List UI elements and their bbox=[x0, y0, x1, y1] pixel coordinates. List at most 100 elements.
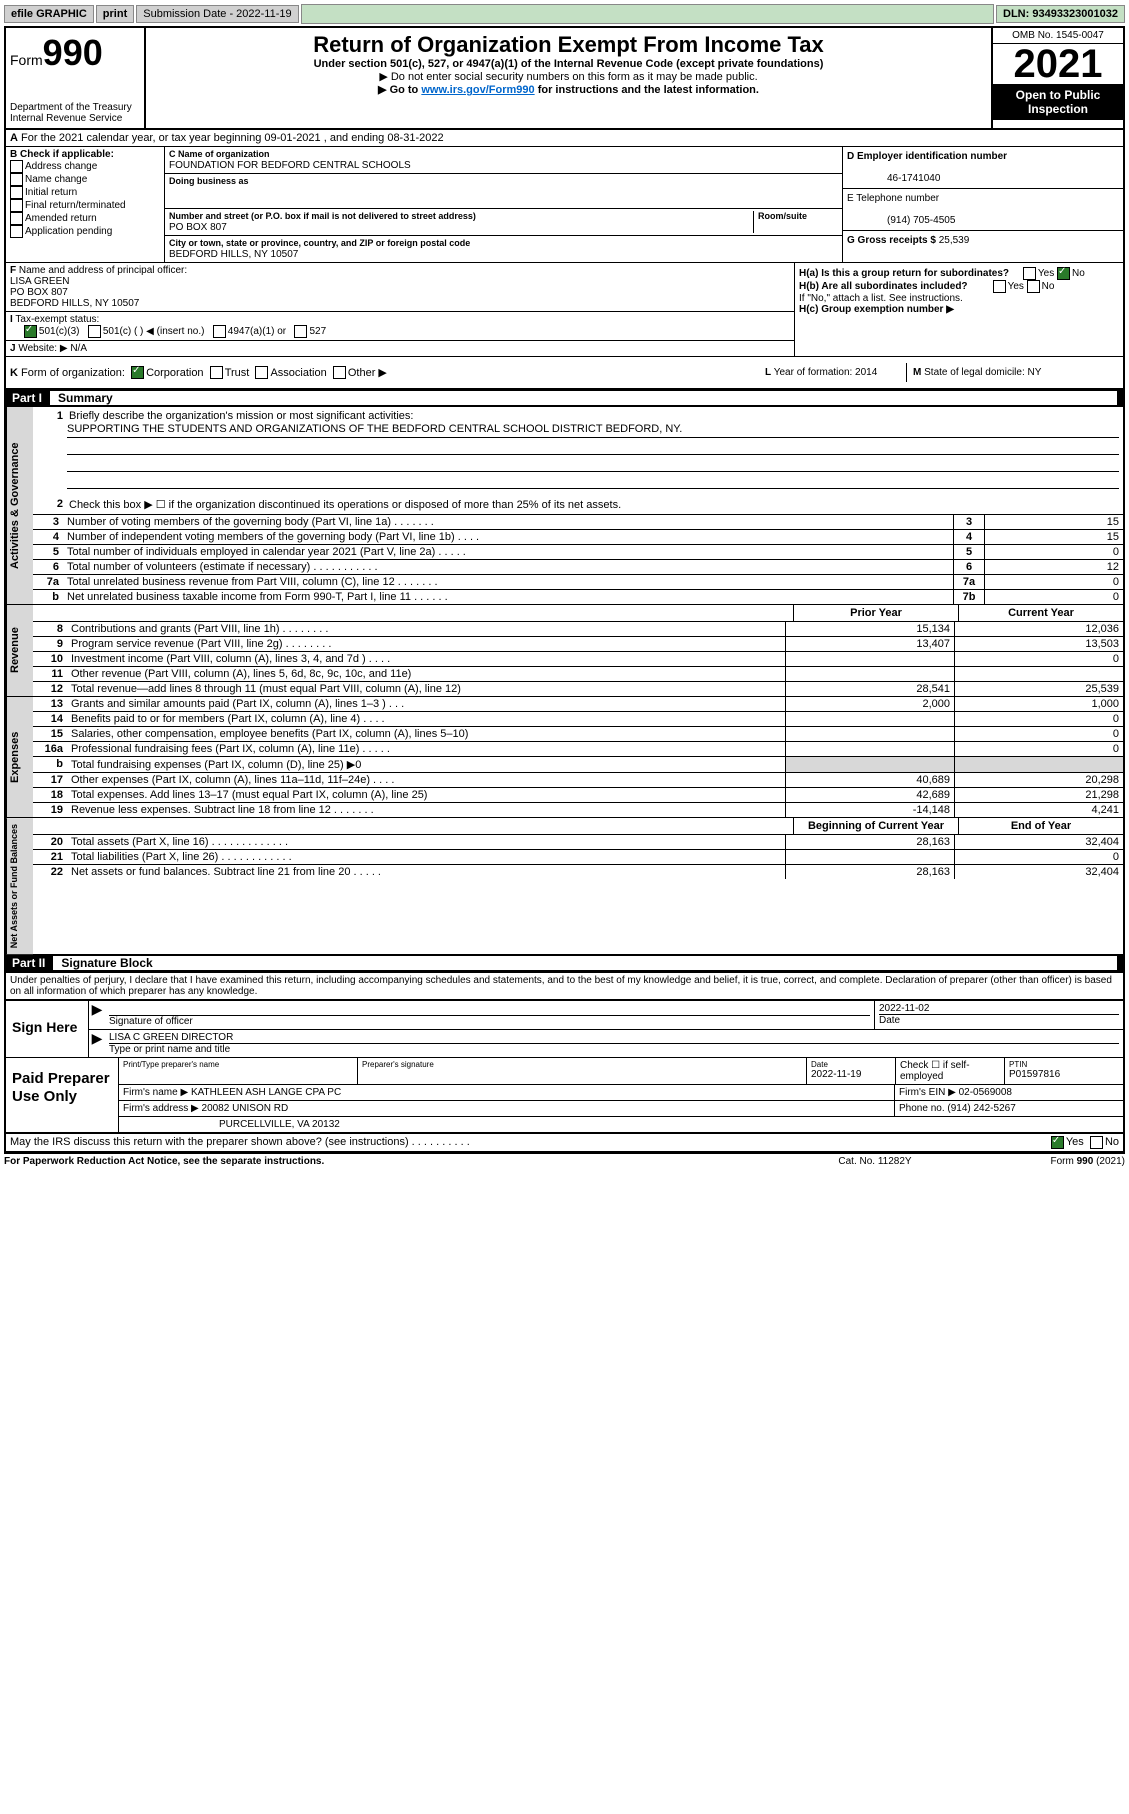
header-sub2: ▶ Do not enter social security numbers o… bbox=[150, 70, 987, 83]
er16b-c2 bbox=[954, 757, 1123, 772]
exp-row-13: 13Grants and similar amounts paid (Part … bbox=[33, 697, 1123, 712]
col-m: M State of legal domicile: NY bbox=[907, 363, 1119, 382]
nr20-c2: 32,404 bbox=[954, 835, 1123, 849]
rr10-c1 bbox=[785, 652, 954, 666]
topbar: efile GRAPHIC print Submission Date - 20… bbox=[4, 4, 1125, 24]
hb-no: No bbox=[1042, 281, 1055, 292]
form-title: Return of Organization Exempt From Incom… bbox=[150, 32, 987, 58]
checkbox-trust[interactable] bbox=[210, 366, 223, 379]
checkbox-ha-yes[interactable] bbox=[1023, 267, 1036, 280]
sub3-post: for instructions and the latest informat… bbox=[535, 84, 759, 96]
sig-date: 2022-11-02 Date bbox=[874, 1001, 1123, 1029]
org-city: BEDFORD HILLS, NY 10507 bbox=[169, 249, 298, 260]
name-field: LISA C GREEN DIRECTOR Type or print name… bbox=[105, 1030, 1123, 1057]
rev-header: Prior Year Current Year bbox=[33, 605, 1123, 622]
checkbox-association[interactable] bbox=[255, 366, 268, 379]
gov-row-5: 5Total number of individuals employed in… bbox=[33, 545, 1123, 560]
er15-t: Salaries, other compensation, employee b… bbox=[69, 727, 785, 741]
vtab-revenue: Revenue bbox=[6, 605, 33, 696]
checkbox-amended[interactable] bbox=[10, 212, 23, 225]
i-opt-0: 501(c)(3) bbox=[39, 326, 80, 337]
er16b-n: b bbox=[33, 757, 69, 772]
col-h: H(a) Is this a group return for subordin… bbox=[795, 263, 1123, 356]
er19-t: Revenue less expenses. Subtract line 18 … bbox=[69, 803, 785, 817]
k-text: Form of organization: bbox=[21, 367, 125, 379]
b-item-5: Application pending bbox=[25, 226, 112, 237]
er19-c2: 4,241 bbox=[954, 803, 1123, 817]
form-label: Form bbox=[10, 52, 43, 68]
mission-line4 bbox=[67, 474, 1119, 489]
er15-c2: 0 bbox=[954, 727, 1123, 741]
col-fij: F Name and address of principal officer:… bbox=[6, 263, 795, 356]
nr22-c2: 32,404 bbox=[954, 865, 1123, 879]
revenue-content: Prior Year Current Year 8Contributions a… bbox=[33, 605, 1123, 696]
governance-content: 1 Briefly describe the organization's mi… bbox=[33, 407, 1123, 604]
er14-t: Benefits paid to or for members (Part IX… bbox=[69, 712, 785, 726]
checkbox-hb-no[interactable] bbox=[1027, 280, 1040, 293]
checkbox-irs-no[interactable] bbox=[1090, 1136, 1103, 1149]
checkbox-ha-no[interactable] bbox=[1057, 267, 1070, 280]
er18-n: 18 bbox=[33, 788, 69, 802]
checkbox-name-change[interactable] bbox=[10, 173, 23, 186]
block-bcdefg: B Check if applicable: Address change Na… bbox=[6, 147, 1123, 263]
officer-addr1: PO BOX 807 bbox=[10, 287, 68, 298]
exp-row-14: 14Benefits paid to or for members (Part … bbox=[33, 712, 1123, 727]
checkbox-other[interactable] bbox=[333, 366, 346, 379]
col-current: Current Year bbox=[958, 605, 1123, 621]
row-fhijk: F Name and address of principal officer:… bbox=[6, 263, 1123, 357]
b-item-3: Final return/terminated bbox=[25, 200, 126, 211]
checkbox-hb-yes[interactable] bbox=[993, 280, 1006, 293]
header-sub3: ▶ Go to www.irs.gov/Form990 for instruct… bbox=[150, 83, 987, 96]
exp-row-15: 15Salaries, other compensation, employee… bbox=[33, 727, 1123, 742]
website-value: N/A bbox=[70, 343, 87, 354]
checkbox-irs-yes[interactable] bbox=[1051, 1136, 1064, 1149]
gr3-t: Number of voting members of the governin… bbox=[65, 515, 953, 529]
header-mid: Return of Organization Exempt From Incom… bbox=[146, 28, 991, 128]
netassets-content: Beginning of Current Year End of Year 20… bbox=[33, 818, 1123, 954]
gr7b-val: 0 bbox=[984, 590, 1123, 604]
checkbox-application-pending[interactable] bbox=[10, 225, 23, 238]
room-label: Room/suite bbox=[758, 211, 807, 221]
rr12-c1: 28,541 bbox=[785, 682, 954, 696]
checkbox-501c[interactable] bbox=[88, 325, 101, 338]
checkbox-527[interactable] bbox=[294, 325, 307, 338]
nr21-n: 21 bbox=[33, 850, 69, 864]
paid-right: Print/Type preparer's name Preparer's si… bbox=[118, 1058, 1123, 1132]
gr6-box: 6 bbox=[953, 560, 984, 574]
form-number: 990 bbox=[43, 32, 103, 73]
rr11-t: Other revenue (Part VIII, column (A), li… bbox=[69, 667, 785, 681]
i-label: I bbox=[10, 314, 13, 325]
rr9-c2: 13,503 bbox=[954, 637, 1123, 651]
gr4-val: 15 bbox=[984, 530, 1123, 544]
rev-row-9: 9Program service revenue (Part VIII, lin… bbox=[33, 637, 1123, 652]
gr6-t: Total number of volunteers (estimate if … bbox=[65, 560, 953, 574]
ein-value: 46-1741040 bbox=[847, 173, 940, 184]
vtab-governance: Activities & Governance bbox=[6, 407, 33, 604]
checkbox-501c3[interactable] bbox=[24, 325, 37, 338]
col-b: B Check if applicable: Address change Na… bbox=[6, 147, 165, 262]
gr4-box: 4 bbox=[953, 530, 984, 544]
k-opt-3: Other ▶ bbox=[348, 367, 387, 379]
checkbox-initial-return[interactable] bbox=[10, 186, 23, 199]
officer-name-title: LISA C GREEN DIRECTOR bbox=[109, 1032, 233, 1043]
ha-yes: Yes bbox=[1038, 268, 1054, 279]
pr3-c1: Firm's address ▶ 20082 UNISON RD bbox=[119, 1101, 895, 1116]
checkbox-corporation[interactable] bbox=[131, 366, 144, 379]
gr7b-box: 7b bbox=[953, 590, 984, 604]
er15-c1 bbox=[785, 727, 954, 741]
f-text: Name and address of principal officer: bbox=[19, 265, 187, 276]
ha-no: No bbox=[1072, 268, 1085, 279]
rev-row-11: 11Other revenue (Part VIII, column (A), … bbox=[33, 667, 1123, 682]
col-cd: C Name of organization FOUNDATION FOR BE… bbox=[165, 147, 843, 262]
row-a-label: A bbox=[10, 132, 18, 144]
mission-text: SUPPORTING THE STUDENTS AND ORGANIZATION… bbox=[67, 423, 1119, 438]
gr6-n: 6 bbox=[33, 560, 65, 574]
gov-row-4: 4Number of independent voting members of… bbox=[33, 530, 1123, 545]
tax-year: 2021 bbox=[993, 44, 1123, 84]
checkbox-4947[interactable] bbox=[213, 325, 226, 338]
print-button[interactable]: print bbox=[96, 5, 134, 23]
irs-link[interactable]: www.irs.gov/Form990 bbox=[421, 84, 534, 96]
m-label: M bbox=[913, 367, 921, 378]
checkbox-address-change[interactable] bbox=[10, 160, 23, 173]
checkbox-final-return[interactable] bbox=[10, 199, 23, 212]
